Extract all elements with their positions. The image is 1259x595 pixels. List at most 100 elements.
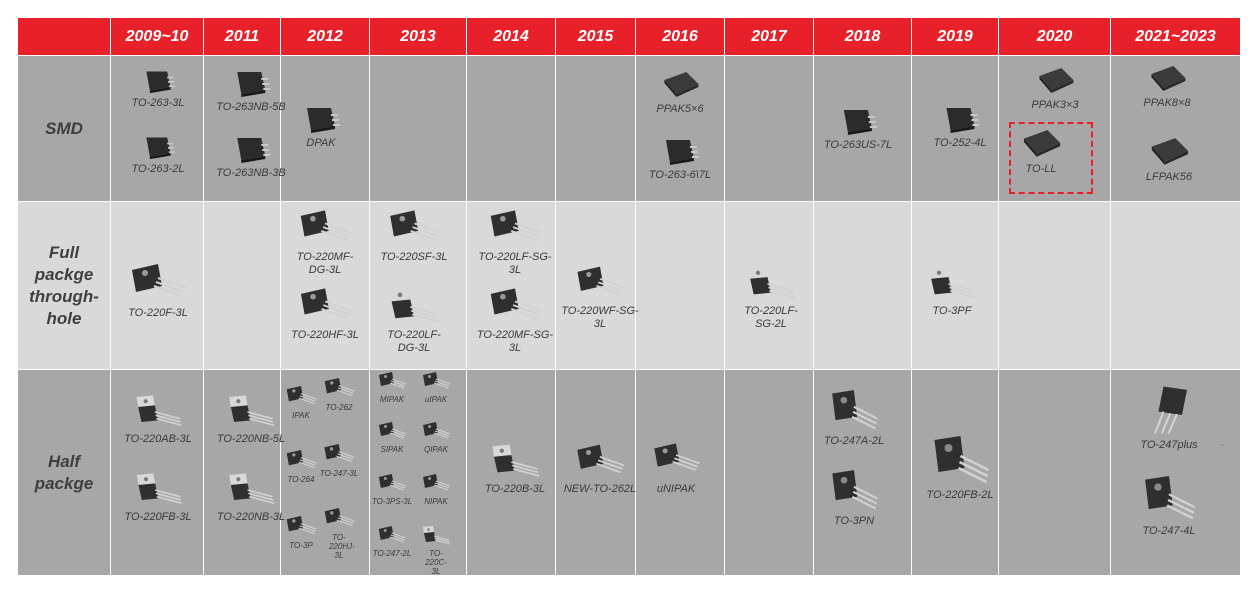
package-item: TO-220NB-3L [217,472,285,524]
package-label: NIPAK [424,497,448,506]
package-label: TO-263-3L [131,97,185,109]
package-label: QIPAK [424,445,448,454]
row-half-cell [281,370,370,576]
row-smd-cell [725,56,814,202]
package-label: TO-220SF-3L [380,251,448,263]
package-label: TO-220B-3L [484,483,546,495]
package-item: TO-247plus [1140,384,1198,452]
package-label: TO-220LF-SG-2L [744,305,798,330]
package-image [660,136,700,166]
package-image [386,210,442,248]
package-item: TO-263-6\7L [649,136,711,182]
package-image [284,516,318,538]
row-half-cell [814,370,912,576]
package-label: LFPAK56 [1145,171,1193,183]
row-half-label: Half packge [18,370,111,576]
package-image [489,444,541,480]
row-half-cell [111,370,204,576]
header-year-2013: 2013 [370,18,467,56]
package-label: TO-220AB-3L [124,433,192,445]
package-image [829,390,879,432]
package-image [940,104,980,134]
header-year-2012: 2012 [281,18,370,56]
package-label: TO-263NB-3B [216,167,286,179]
package-image [574,266,626,302]
package-roadmap-table: 2009~10 2011 2012 2013 2014 2015 2016 20… [18,18,1241,576]
header-year-2009: 2009~10 [111,18,204,56]
package-item: TO-220MF-SG-3L [473,288,557,355]
row-smd-label: SMD [18,56,111,202]
row-smd-cell [556,56,636,202]
package-image [420,474,452,494]
package-label: TO-247plus [1140,439,1198,451]
package-item: PPAK8×8 [1143,64,1191,110]
package-item: TO-247-2L [373,526,411,558]
package-label: PPAK3×3 [1031,99,1079,111]
package-label: TO-220LF-DG-3L [387,329,441,354]
package-image [1147,64,1187,94]
package-item: TO-220SF-3L [380,210,448,264]
package-item: TO-220LF-SG-2L [736,266,806,331]
row-half-cell [725,370,814,576]
package-image [420,372,452,392]
package-image [284,450,318,472]
row-half-cell [912,370,999,576]
package-label: TO-263-6\7L [648,169,712,181]
package-image [487,288,543,326]
package-item: TO-247A-2L [824,390,884,448]
package-item: PPAK5×6 [656,70,704,116]
package-image [829,470,879,512]
package-image [297,210,353,248]
package-image [297,288,353,326]
package-image [376,474,408,494]
package-image [322,508,356,530]
package-image [930,436,990,486]
package-item: PPAK3×3 [1031,66,1079,112]
package-item: SIPAK [376,422,408,454]
package-item: DPAK [301,104,341,150]
package-item: TO-220LF-DG-3L [379,288,449,355]
package-item: TO-3P [284,516,318,550]
header-year-2016: 2016 [636,18,725,56]
header-year-2019: 2019 [912,18,999,56]
package-image [660,70,700,100]
package-item: TO-252-4L [934,104,987,150]
package-item: TO-220AB-3L [124,394,192,446]
package-label: PPAK8×8 [1143,97,1191,109]
package-item: TO-LL [1019,128,1063,176]
header-year-2011: 2011 [204,18,281,56]
package-item: TO-220NB-5L [217,394,285,446]
row-half-cell [556,370,636,576]
package-label: uNIPAK [656,483,696,495]
highlight-box [1009,122,1093,194]
package-label: NEW-TO-262L [563,483,637,495]
package-image [231,68,271,98]
row-full-cell [636,202,725,370]
package-label: TO-263US-7L [823,139,893,151]
package-label: TO-247-3L [319,469,359,478]
row-half-cell [370,370,467,576]
package-image [376,422,408,442]
package-item: TO-220FB-3L [124,472,192,524]
package-image [140,134,176,160]
package-image [133,472,183,508]
package-item: TO-220FB-2L [926,436,994,502]
row-smd-cell [370,56,467,202]
package-item: TO-220C-3L [420,526,452,576]
package-image [226,472,276,508]
package-label: MIPAK [379,395,405,404]
header-year-2015: 2015 [556,18,636,56]
package-item: TO-263-3L [132,68,185,110]
package-image [226,394,276,430]
package-label: TO-220FB-2L [926,489,994,501]
package-label: TO-220MF-SG-3L [476,329,554,354]
row-full-label: Full packge through-hole [18,202,111,370]
package-label: TO-LL [1025,163,1057,175]
row-full-cell [1111,202,1241,370]
package-label: TO-252-4L [933,137,987,149]
package-image [128,264,188,304]
package-item: TO-262 [322,378,356,412]
package-image [376,526,408,546]
package-item: TO-264 [284,450,318,484]
package-image [376,372,408,392]
